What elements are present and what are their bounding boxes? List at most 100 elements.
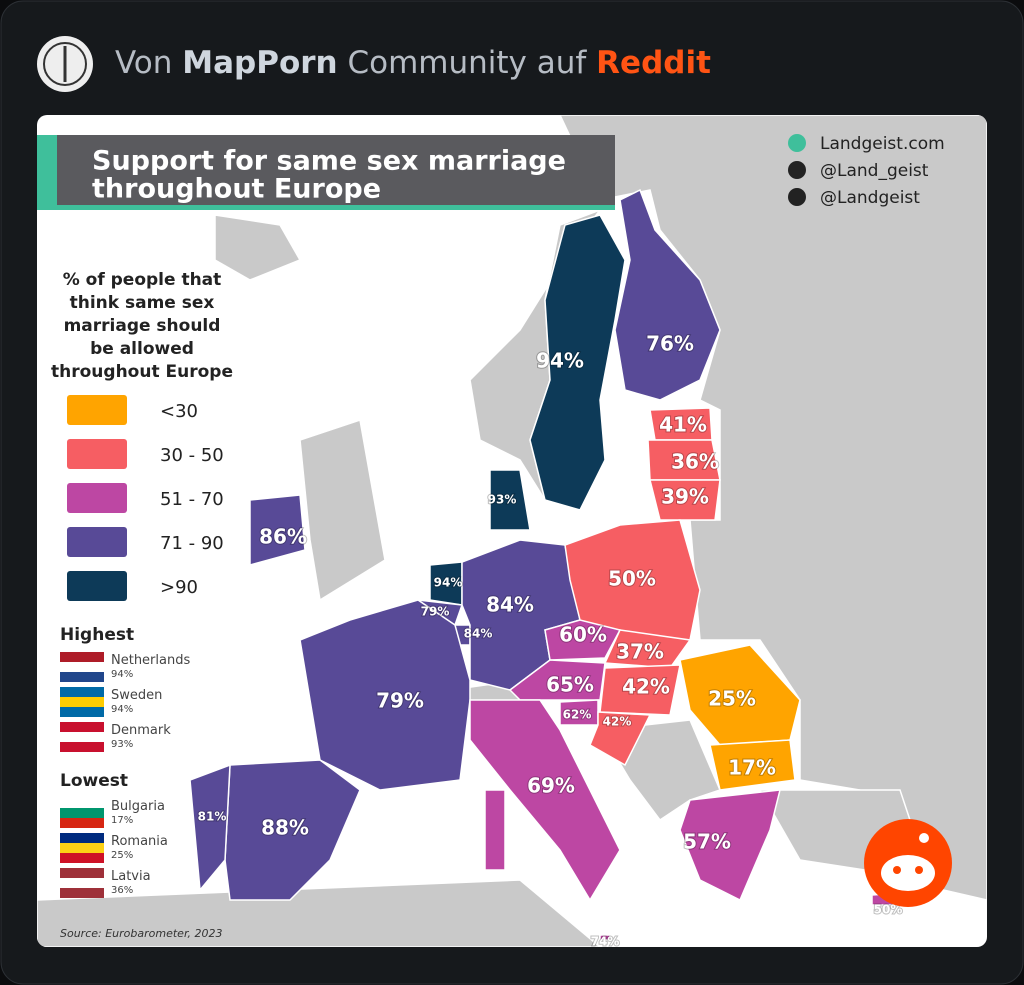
flag-stripe	[60, 672, 104, 682]
region-label: 36%	[671, 450, 719, 474]
region-label: 81%	[198, 810, 227, 824]
regions	[189, 188, 901, 941]
region	[649, 479, 721, 521]
title-underline	[37, 205, 615, 210]
region-label: 94%	[536, 349, 584, 373]
legend-swatch	[67, 395, 127, 425]
region	[508, 659, 606, 701]
entry-name: Bulgaria	[111, 799, 165, 814]
entry-value: 94%	[111, 669, 133, 680]
entry-name: Romania	[111, 834, 168, 849]
legend-title: throughout Europe	[51, 362, 233, 382]
header-prefix: Von	[115, 45, 172, 81]
region-label: 79%	[376, 689, 424, 713]
entry-value: 17%	[111, 815, 133, 826]
flag-stripe	[60, 833, 104, 843]
social-icon	[788, 161, 806, 179]
region-label: 42%	[622, 675, 670, 699]
region	[614, 188, 721, 401]
region	[544, 619, 622, 661]
legend-label: 30 - 50	[160, 445, 224, 466]
region-label: 74%	[591, 935, 620, 949]
sardinia	[484, 789, 506, 871]
social-handle: Landgeist.com	[820, 134, 945, 154]
flag-stripe	[60, 853, 104, 863]
region-label: 93%	[488, 493, 517, 507]
extremes: HighestNetherlands94%Sweden94%Denmark93%…	[60, 625, 190, 898]
region	[599, 664, 681, 716]
community-name[interactable]: MapPorn	[182, 45, 337, 81]
flag-stripe	[60, 722, 104, 732]
header[interactable]: Von MapPorn Community auf Reddit	[115, 45, 711, 81]
legend: % of people that think same sex marriage s…	[51, 270, 233, 601]
entry-value: 36%	[111, 885, 133, 896]
legend-swatch	[67, 483, 127, 513]
legend-title: think same sex	[70, 293, 215, 313]
region	[489, 469, 531, 531]
region	[529, 214, 626, 511]
flag-stripe	[60, 707, 104, 717]
group-title: Highest	[60, 625, 134, 645]
legend-title: marriage should	[64, 316, 221, 336]
legend-swatch	[67, 527, 127, 557]
region	[189, 763, 231, 892]
region-label: 50%	[608, 567, 656, 591]
region	[679, 789, 781, 902]
legend-swatch	[67, 571, 127, 601]
flag-stripe	[60, 697, 104, 707]
group-title: Lowest	[60, 771, 128, 791]
title-accent	[37, 135, 57, 210]
region-label: 84%	[464, 627, 493, 641]
region-label: 42%	[603, 715, 632, 729]
flag-stripe	[60, 868, 104, 878]
region-label: 79%	[421, 605, 450, 619]
reddit-icon[interactable]	[864, 819, 952, 907]
region-label: 41%	[659, 413, 707, 437]
legend-label: 71 - 90	[160, 533, 224, 554]
entry-name: Sweden	[111, 688, 162, 703]
legend-swatch	[67, 439, 127, 469]
entry-name: Latvia	[111, 869, 151, 884]
flag-stripe	[60, 798, 104, 808]
flag-stripe	[60, 888, 104, 898]
region-label: 88%	[261, 816, 309, 840]
region	[599, 934, 611, 941]
region	[224, 759, 361, 901]
region-label: 69%	[527, 774, 575, 798]
source: Source: Eurobarometer, 2023	[60, 927, 222, 940]
flag-stripe	[60, 878, 104, 888]
map-title: Support for same sex marriage	[92, 146, 566, 177]
region-label: 39%	[661, 485, 709, 509]
avatar	[37, 36, 93, 92]
region-label: 94%	[434, 576, 463, 590]
entry-name: Netherlands	[111, 653, 190, 668]
social-handle: @Land_geist	[820, 161, 929, 181]
flag-stripe	[60, 662, 104, 672]
social-icon	[788, 134, 806, 152]
region-label: 65%	[546, 673, 594, 697]
flag-stripe	[60, 742, 104, 752]
entry-value: 94%	[111, 704, 133, 715]
entry-value: 93%	[111, 739, 133, 750]
entry-value: 25%	[111, 850, 133, 861]
flag-stripe	[60, 687, 104, 697]
region	[249, 494, 306, 566]
legend-title: % of people that	[63, 270, 222, 290]
region-label: 62%	[563, 708, 592, 722]
entry-name: Denmark	[111, 723, 171, 738]
region	[709, 739, 796, 791]
region-label: 60%	[559, 623, 607, 647]
region-labels: 94% 76% 41% 36% 39% 93% 86% 94% 79% 84% 84% 50% 60% 3…	[197, 331, 904, 949]
legend-label: >90	[160, 577, 198, 598]
site-name[interactable]: Reddit	[596, 45, 711, 81]
flag-stripe	[60, 808, 104, 818]
flag-stripe	[60, 843, 104, 853]
region	[469, 699, 621, 902]
social: Landgeist.com @Land_geist @Landgeist	[788, 134, 945, 208]
map: 94% 76% 41% 36% 39% 93% 86% 94% 79% 84% 84% 50% 60% 3…	[37, 115, 987, 949]
title-box	[37, 135, 615, 210]
region-label: 17%	[728, 756, 776, 780]
region-label: 37%	[616, 640, 664, 664]
flag-stripe	[60, 652, 104, 662]
